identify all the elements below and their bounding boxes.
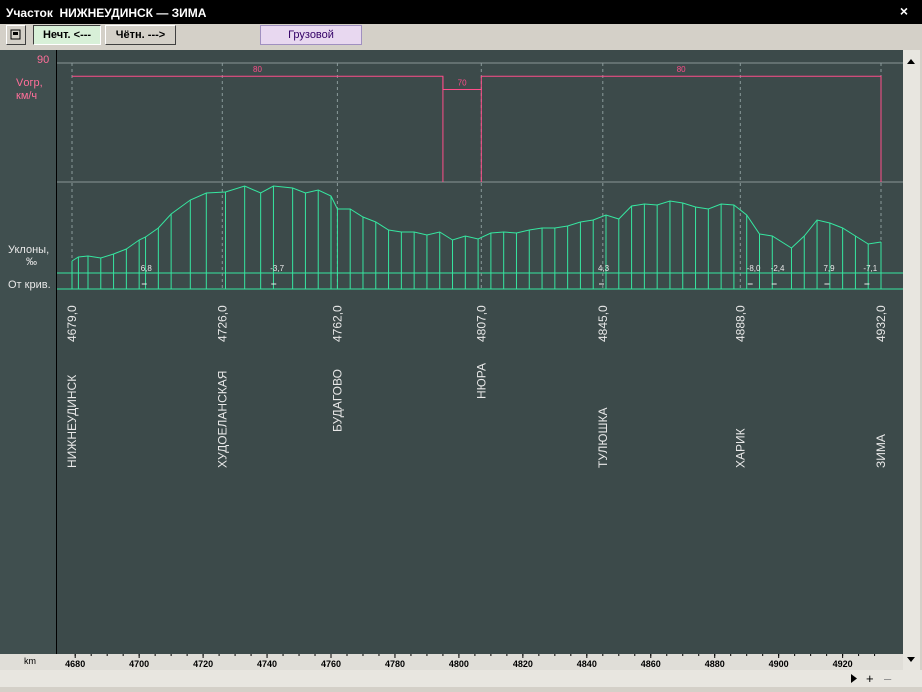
- speed-limit-line: [72, 75, 882, 182]
- station-km-label: 4679,0: [65, 305, 79, 342]
- even-direction-button[interactable]: Чётн. --->: [105, 25, 176, 45]
- station-name-label: НИЖНЕУДИНСК: [65, 375, 79, 468]
- scroll-up-icon[interactable]: [907, 59, 915, 64]
- axis-tick-label: 4740: [257, 659, 277, 669]
- speed-limit-label: 70: [458, 78, 467, 87]
- speed-limit-label: 80: [677, 65, 686, 74]
- vertical-scrollbar[interactable]: [903, 50, 920, 670]
- legend-strip: 90 Vогр, км/ч Уклоны, ‰ От крив.: [0, 50, 57, 654]
- scroll-down-icon[interactable]: [907, 657, 915, 662]
- axis-tick-label: 4680: [65, 659, 85, 669]
- station-km-label: 4762,0: [330, 305, 344, 342]
- speed-limit-label: 80: [253, 65, 262, 74]
- station-km-label: 4932,0: [874, 305, 888, 342]
- axis-tick-label: 4720: [193, 659, 213, 669]
- profile-area: 4679,0 НИЖНЕУДИНСК 4726,0 ХУДОЕЛАНСКАЯ 4762,…: [0, 50, 903, 654]
- station-km-label: 4888,0: [733, 305, 747, 342]
- horizontal-scrollbar[interactable]: + –: [0, 670, 922, 687]
- title-bar: Участок НИЖНЕУДИНСК — ЗИМА ×: [0, 0, 922, 24]
- slope-value-label: 7,9: [823, 264, 835, 273]
- zoom-in-icon[interactable]: +: [866, 671, 874, 686]
- station-name-label: НЮРА: [474, 363, 488, 399]
- scroll-right-icon[interactable]: [851, 674, 857, 683]
- axis-tick-label: 4920: [833, 659, 853, 669]
- close-icon[interactable]: ×: [899, 3, 908, 19]
- speed-unit-label: км/ч: [16, 90, 38, 102]
- km-axis: km 4680 4700 4720 4740 4760 4780 4800 4820 4840 4…: [0, 654, 903, 670]
- axis-tick-label: 4900: [769, 659, 789, 669]
- slope-value-label: 4,3: [598, 264, 610, 273]
- toolbar: Нечт. <--- Чётн. ---> Грузовой: [0, 24, 922, 48]
- slope-unit-label: ‰: [26, 256, 37, 268]
- window-title: Участок НИЖНЕУДИНСК — ЗИМА: [6, 6, 207, 20]
- station-km-label: 4807,0: [474, 305, 488, 342]
- axis-tick-label: 4820: [513, 659, 533, 669]
- odd-direction-button[interactable]: Нечт. <---: [33, 25, 101, 45]
- axis-tick-label: 4840: [577, 659, 597, 669]
- axis-tick-label: 4800: [449, 659, 469, 669]
- slope-axis-label: Уклоны,: [8, 244, 50, 256]
- axis-tick-label: 4860: [641, 659, 661, 669]
- station-name-label: ХУДОЕЛАНСКАЯ: [215, 371, 229, 468]
- station-name-label: ХАРИК: [733, 428, 747, 468]
- zoom-out-icon[interactable]: –: [884, 671, 892, 686]
- restore-button[interactable]: [6, 25, 26, 45]
- slope-value-label: 6,8: [141, 264, 153, 273]
- station-name-label: ЗИМА: [874, 434, 888, 468]
- slope-value-label: -2,4: [771, 264, 785, 273]
- station-km-label: 4845,0: [596, 305, 610, 342]
- station-name-label: ТУЛЮШКА: [596, 407, 610, 468]
- slope-value-label: -8,0: [747, 264, 761, 273]
- axis-ticks: 4680 4700 4720 4740 4760 4780 4800 4820 4840 4860…: [65, 654, 876, 669]
- train-type-button[interactable]: Грузовой: [260, 25, 362, 45]
- axis-unit-label: km: [24, 656, 36, 666]
- curve-label: От крив.: [8, 279, 51, 291]
- axis-tick-label: 4780: [385, 659, 405, 669]
- slope-value-label: -3,7: [270, 264, 284, 273]
- axis-tick-label: 4700: [129, 659, 149, 669]
- speed-max-label: 90: [37, 54, 50, 66]
- station-name-label: БУДАГОВО: [330, 369, 344, 432]
- station-km-label: 4726,0: [215, 305, 229, 342]
- slope-value-label: -7,1: [863, 264, 877, 273]
- track-profile-chart: 4679,0 НИЖНЕУДИНСК 4726,0 ХУДОЕЛАНСКАЯ 4762,…: [56, 62, 903, 468]
- restore-icon: [10, 29, 21, 40]
- axis-tick-label: 4760: [321, 659, 341, 669]
- axis-tick-label: 4880: [705, 659, 725, 669]
- speed-axis-label: Vогр,: [16, 77, 43, 89]
